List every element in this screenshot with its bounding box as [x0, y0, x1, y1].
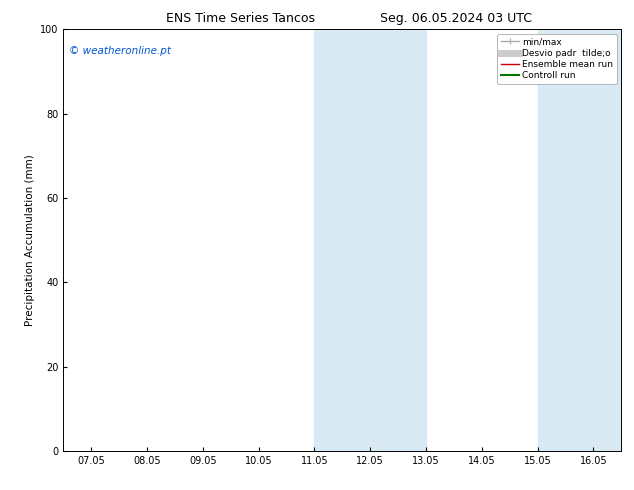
- Text: ENS Time Series Tancos: ENS Time Series Tancos: [166, 12, 316, 25]
- Text: Seg. 06.05.2024 03 UTC: Seg. 06.05.2024 03 UTC: [380, 12, 533, 25]
- Y-axis label: Precipitation Accumulation (mm): Precipitation Accumulation (mm): [25, 154, 35, 326]
- Text: © weatheronline.pt: © weatheronline.pt: [69, 46, 171, 56]
- Bar: [314, 29, 426, 451]
- Legend: min/max, Desvio padr  tilde;o, Ensemble mean run, Controll run: min/max, Desvio padr tilde;o, Ensemble m…: [497, 34, 617, 84]
- Bar: [538, 29, 621, 451]
